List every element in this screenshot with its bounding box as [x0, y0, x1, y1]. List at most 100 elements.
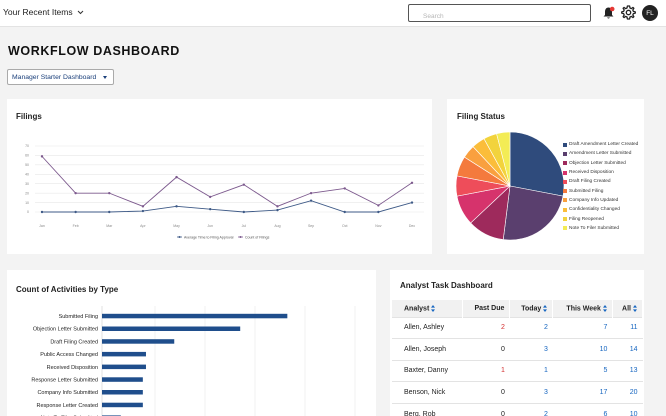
data-point	[309, 191, 313, 195]
analyst-table: Analyst Past Due Today This Week All All…	[392, 300, 644, 416]
filings-line-chart: 0 10 20 30 40 50 60 70 Jan Feb Mar Apr May Jun Jul Aug S…	[25, 144, 424, 239]
today-link[interactable]: 1	[509, 359, 553, 382]
x-tick-label: Mar	[106, 224, 113, 228]
past-due-count: 2	[462, 316, 510, 339]
col-this-week[interactable]: This Week	[552, 300, 613, 317]
past-due-count: 0	[462, 338, 510, 360]
legend-item: Amendment Letter Submitted	[563, 149, 638, 158]
data-point	[410, 181, 414, 184]
legend-swatch	[563, 170, 567, 175]
all-link[interactable]: 14	[612, 338, 643, 360]
search-input[interactable]	[409, 8, 590, 25]
data-point	[208, 207, 212, 211]
pie-slice	[496, 131, 511, 187]
dashboard-select-value: Manager Starter Dashboard	[12, 73, 97, 81]
table-row: Allen, Ashley 2 2 7 11	[392, 316, 643, 339]
top-bar: Your Recent Items FL	[0, 0, 666, 27]
filing-status-title: Filing Status	[457, 112, 505, 121]
legend-label: Confidentiality Changed	[569, 207, 620, 213]
col-all[interactable]: All	[612, 300, 644, 317]
legend-item: Count of Filings	[238, 235, 270, 239]
filings-title: Filings	[16, 112, 42, 121]
x-tick-label: Feb	[73, 224, 79, 228]
data-point	[276, 208, 279, 212]
activities-title: Count of Activities by Type	[16, 285, 119, 294]
table-row: Berg, Rob 0 2 6 10	[392, 402, 643, 416]
data-point	[108, 191, 111, 195]
legend-label: Count of Filings	[245, 235, 270, 239]
legend-swatch-dot	[178, 236, 181, 238]
this-week-link[interactable]: 7	[552, 316, 613, 339]
bar	[102, 326, 241, 331]
avatar[interactable]: FL	[642, 5, 658, 21]
all-link[interactable]: 13	[612, 359, 643, 382]
data-point	[40, 210, 44, 214]
y-tick-label: 10	[25, 201, 29, 205]
data-point	[40, 155, 44, 158]
col-today[interactable]: Today	[509, 300, 554, 317]
x-tick-label: Jan	[39, 224, 45, 228]
legend-swatch-dot	[239, 236, 242, 238]
pie-slice	[509, 131, 565, 197]
legend-swatch	[563, 217, 567, 222]
today-link[interactable]: 3	[509, 338, 553, 360]
data-point	[175, 175, 178, 179]
category-label: Received Disposition	[47, 365, 98, 371]
legend-item: Confidentiality Changed	[563, 205, 638, 214]
analyst-table-header: Analyst Past Due Today This Week All	[392, 300, 644, 317]
caret-down-icon	[103, 76, 107, 79]
gear-icon[interactable]	[621, 5, 636, 20]
pie-slice	[502, 185, 564, 241]
all-link[interactable]: 20	[612, 381, 643, 403]
legend-item: Average Time to Filing Approval	[177, 235, 234, 239]
category-label: Submitted Filing	[59, 314, 98, 320]
this-week-link[interactable]: 5	[552, 359, 613, 382]
series-line	[42, 200, 413, 213]
sort-icon	[633, 304, 637, 312]
col-analyst[interactable]: Analyst	[392, 300, 464, 317]
legend-item: Draft Filing Created	[563, 177, 638, 186]
data-point	[410, 201, 414, 204]
data-point	[208, 195, 212, 199]
bell-icon[interactable]	[602, 6, 615, 20]
category-label: Company Info Submitted	[37, 390, 98, 396]
y-tick-label: 0	[27, 210, 29, 214]
legend-label: Filing Reopened	[569, 216, 604, 222]
legend-item: Company Info Updated	[563, 196, 638, 205]
legend-label: Draft Amendment Letter Created	[569, 142, 639, 148]
this-week-link[interactable]: 10	[552, 338, 613, 360]
all-link[interactable]: 11	[612, 316, 643, 339]
sort-icon	[602, 304, 607, 312]
data-point	[141, 205, 145, 208]
search-box[interactable]	[408, 4, 591, 25]
activities-card: Count of Activities by Type Submitted Fi…	[7, 270, 376, 416]
bar	[102, 402, 143, 408]
sort-icon	[431, 304, 436, 312]
analyst-name: Berg, Rob	[392, 402, 463, 416]
x-tick-label: Nov	[375, 224, 381, 228]
data-point	[276, 205, 279, 208]
y-tick-label: 20	[25, 191, 29, 195]
sort-icon	[543, 304, 548, 312]
filing-status-legend: Draft Amendment Letter Created Amendment …	[563, 140, 638, 233]
x-tick-label: May	[173, 224, 180, 228]
legend-swatch	[563, 189, 567, 194]
today-link[interactable]: 2	[509, 402, 553, 416]
this-week-link[interactable]: 6	[552, 402, 613, 416]
legend-item: Draft Amendment Letter Created	[563, 140, 638, 149]
legend-label: Amendment Letter Submitted	[569, 151, 632, 157]
y-tick-label: 70	[25, 144, 29, 148]
x-tick-label: Apr	[140, 224, 146, 228]
today-link[interactable]: 3	[509, 381, 553, 403]
legend-swatch	[563, 207, 567, 212]
this-week-link[interactable]: 17	[552, 381, 613, 403]
all-link[interactable]: 10	[612, 402, 643, 416]
data-point	[377, 204, 380, 207]
bar	[102, 339, 175, 344]
col-past-due[interactable]: Past Due	[462, 300, 511, 317]
today-link[interactable]: 2	[509, 316, 553, 339]
recent-items-menu[interactable]: Your Recent Items	[3, 7, 84, 17]
category-label: Public Access Changed	[40, 352, 98, 358]
past-due-count: 0	[462, 402, 510, 416]
dashboard-select[interactable]: Manager Starter Dashboard	[7, 69, 114, 85]
